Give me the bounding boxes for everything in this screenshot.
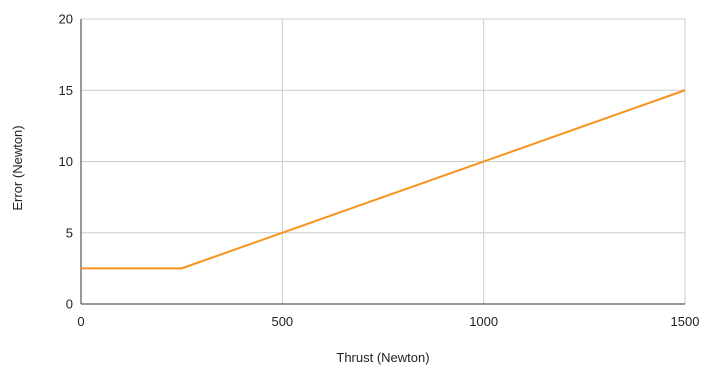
series-layer — [81, 89, 686, 270]
y-tick-label: 0 — [66, 297, 73, 312]
y-axis-title: Error (Newton) — [10, 125, 25, 210]
y-tick-label: 10 — [59, 154, 73, 169]
x-tick-label: 0 — [77, 314, 84, 329]
axes — [80, 19, 685, 305]
tick-labels: 0 5 10 15 20 0 500 1000 1500 — [59, 12, 700, 330]
series-line — [81, 89, 686, 270]
x-tick-label: 500 — [271, 314, 293, 329]
grid-lines — [81, 18, 686, 304]
y-tick-label: 20 — [59, 12, 73, 27]
x-axis-title: Thrust (Newton) — [336, 350, 429, 365]
x-tick-label: 1500 — [671, 314, 700, 329]
y-tick-label: 5 — [66, 225, 73, 240]
y-tick-label: 15 — [59, 83, 73, 98]
x-tick-label: 1000 — [469, 314, 498, 329]
